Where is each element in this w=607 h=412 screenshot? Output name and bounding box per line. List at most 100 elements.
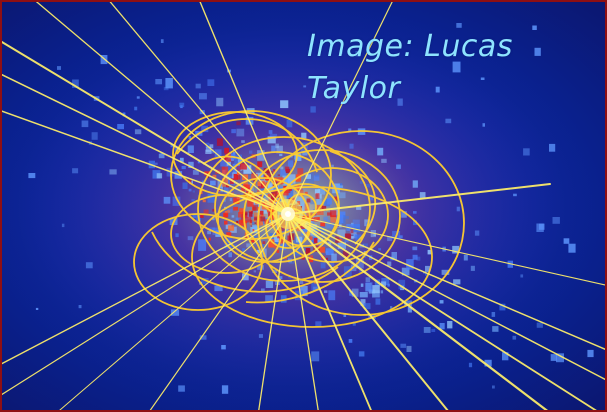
blue-hit: [349, 143, 354, 149]
blue-hit: [155, 79, 162, 85]
red-energy-hit: [321, 205, 327, 211]
red-energy-hit: [298, 190, 304, 196]
blue-hit: [192, 190, 195, 193]
red-energy-hit: [200, 214, 204, 218]
blue-hit: [406, 345, 412, 352]
blue-hit: [587, 349, 594, 358]
red-energy-hit: [279, 242, 282, 245]
red-energy-hit: [247, 216, 252, 223]
red-energy-hit: [257, 181, 261, 186]
blue-hit: [179, 102, 185, 108]
blue-hit: [134, 129, 142, 135]
blue-hit: [327, 242, 332, 246]
blue-hit: [286, 119, 293, 128]
blue-hit: [265, 295, 273, 302]
blue-hit: [163, 196, 171, 204]
blue-hit: [359, 292, 368, 298]
red-energy-hit: [279, 237, 285, 244]
blue-hit: [187, 145, 194, 153]
red-energy-hit: [258, 182, 264, 189]
blue-hit: [188, 136, 192, 139]
blue-hit: [81, 120, 89, 128]
blue-hit: [452, 245, 459, 254]
blue-hit: [532, 25, 537, 30]
blue-hit: [439, 323, 445, 330]
red-energy-hit: [188, 179, 192, 184]
blue-hit: [280, 295, 287, 303]
red-energy-hit: [244, 234, 250, 240]
blue-hit: [337, 242, 346, 249]
blue-hit: [423, 327, 431, 333]
red-energy-hit: [249, 219, 253, 223]
blue-hit: [85, 262, 93, 269]
blue-hit: [365, 277, 371, 282]
blue-hit: [227, 209, 233, 213]
blue-hit: [179, 157, 184, 163]
blue-hit: [269, 233, 278, 245]
blue-hit: [348, 339, 353, 343]
red-energy-hit: [273, 169, 275, 172]
blue-hit: [300, 286, 308, 297]
blue-hit: [380, 281, 387, 287]
blue-hit: [214, 285, 223, 292]
blue-hit: [375, 298, 381, 305]
blue-hit: [502, 352, 509, 361]
blue-hit: [325, 248, 334, 256]
blue-hit: [326, 219, 334, 229]
blue-hit: [241, 140, 245, 143]
blue-hit: [344, 216, 349, 219]
red-energy-hit: [222, 178, 229, 187]
blue-hit: [513, 193, 517, 197]
blue-hit: [331, 253, 337, 261]
blue-hit: [260, 171, 267, 177]
red-energy-hit: [309, 236, 313, 240]
red-energy-hit: [224, 147, 230, 154]
blue-hit: [246, 243, 251, 248]
blue-hit: [536, 322, 543, 328]
red-energy-hit: [274, 244, 278, 249]
blue-hit: [301, 132, 307, 139]
blue-hit: [396, 164, 401, 169]
blue-hit: [301, 228, 308, 236]
red-energy-hit: [249, 221, 252, 225]
red-energy-hit: [257, 215, 262, 219]
red-energy-hit: [278, 224, 285, 232]
blue-hit: [156, 173, 163, 179]
blue-hit: [315, 321, 322, 327]
blue-hit: [404, 300, 412, 306]
blue-hit: [520, 274, 524, 278]
red-energy-hit: [313, 213, 317, 216]
blue-hit: [134, 106, 138, 111]
blue-hit: [229, 191, 233, 194]
blue-hit: [311, 351, 320, 362]
blue-hit: [265, 280, 274, 288]
red-energy-hit: [262, 241, 266, 244]
blue-hit: [228, 252, 232, 258]
red-energy-hit: [309, 257, 314, 263]
blue-hit: [413, 211, 417, 214]
blue-hit: [187, 236, 194, 241]
blue-hit: [210, 149, 215, 154]
blue-hit: [552, 217, 560, 224]
blue-hit: [72, 79, 79, 88]
red-energy-hit: [255, 167, 260, 171]
blue-hit: [214, 149, 222, 157]
blue-hit: [324, 290, 328, 293]
blue-hit: [360, 283, 364, 287]
blue-hit: [260, 244, 264, 248]
red-energy-hit: [233, 174, 239, 180]
blue-hit: [356, 205, 362, 210]
blue-hit: [280, 100, 289, 109]
blue-hit: [492, 385, 495, 389]
red-energy-hit: [257, 189, 260, 193]
blue-hit: [327, 198, 332, 205]
blue-hit: [296, 197, 302, 204]
blue-hit: [318, 194, 322, 199]
red-energy-hit: [261, 214, 264, 217]
blue-hit: [331, 164, 334, 168]
blue-hit: [355, 258, 364, 269]
blue-hit: [35, 307, 39, 310]
blue-hit: [170, 309, 180, 316]
blue-hit: [391, 252, 397, 260]
